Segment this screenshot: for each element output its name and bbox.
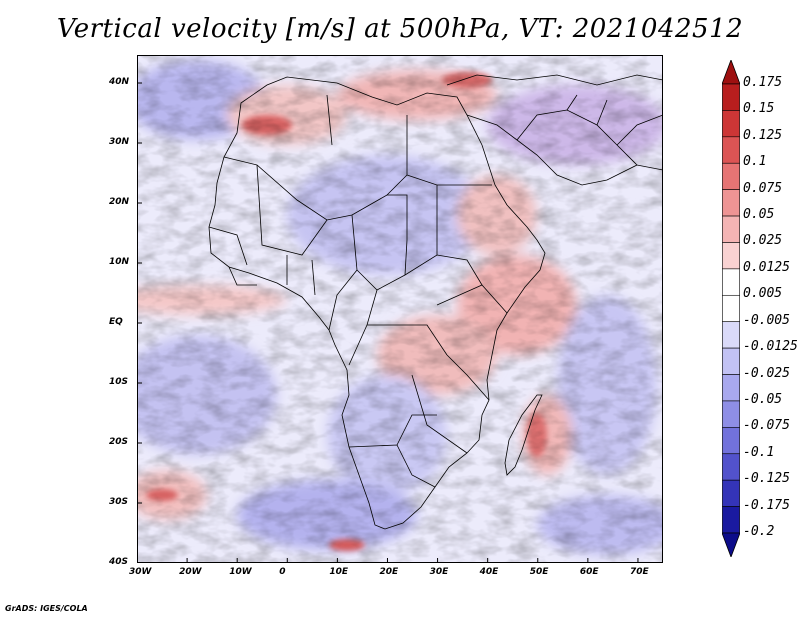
colorbar-segment <box>722 136 740 164</box>
lat-label: 10S <box>109 377 129 387</box>
credit-text: GrADS: IGES/COLA <box>5 604 88 613</box>
lat-label: 20S <box>109 437 129 447</box>
lat-label: 30S <box>109 497 129 507</box>
lon-label: 20W <box>179 567 202 577</box>
colorbar-segment <box>722 427 740 455</box>
lat-label: 30N <box>109 137 130 147</box>
map-ticks <box>137 82 639 563</box>
colorbar-label: 0.005 <box>743 286 783 302</box>
colorbar-label: -0.005 <box>743 312 790 328</box>
colorbar-label: -0.075 <box>743 418 790 434</box>
lon-label: 40E <box>479 567 499 577</box>
noise-texture <box>137 55 663 563</box>
lon-label: 30W <box>129 567 152 577</box>
colorbar-segment <box>722 162 740 190</box>
lon-label: 70E <box>629 567 649 577</box>
map-frame <box>137 55 663 563</box>
colorbar-top-arrow <box>722 60 740 85</box>
colorbar-label: -0.05 <box>743 391 783 407</box>
colorbar-label: 0.125 <box>743 127 783 143</box>
lat-label: 10N <box>109 257 130 267</box>
lon-label: 10W <box>229 567 252 577</box>
colorbar-label: -0.125 <box>743 471 790 487</box>
colorbar-segment <box>722 453 740 481</box>
colorbar <box>722 60 740 557</box>
lon-label: 30E <box>429 567 449 577</box>
colorbar-segment <box>722 83 740 111</box>
colorbar-segment <box>722 400 740 428</box>
lon-label: 0 <box>279 567 286 577</box>
colorbar-label: 0.15 <box>743 101 775 117</box>
lon-label: 50E <box>529 567 549 577</box>
colorbar-bottom-arrow <box>722 532 740 557</box>
lat-label: 40N <box>109 77 130 87</box>
lon-label: 20E <box>379 567 399 577</box>
colorbar-label: 0.075 <box>743 180 783 196</box>
lon-label: 10E <box>329 567 349 577</box>
colorbar-label: -0.1 <box>743 444 775 460</box>
country-borders <box>208 74 663 530</box>
colorbar-segment <box>722 479 740 507</box>
lat-label: 20N <box>109 197 130 207</box>
colorbar-segment <box>722 215 740 243</box>
colorbar-label: -0.175 <box>743 497 790 513</box>
colorbar-segment <box>722 189 740 217</box>
lat-label: 40S <box>109 557 129 567</box>
colorbar-segment <box>722 374 740 402</box>
chart-title: Vertical velocity [m/s] at 500hPa, VT: 2… <box>56 14 744 44</box>
colorbar-segment <box>722 347 740 375</box>
colorbar-segment <box>722 110 740 138</box>
colorbar-label: 0.0125 <box>743 259 790 275</box>
lon-label: 60E <box>579 567 599 577</box>
colorbar-segment <box>722 242 740 270</box>
colorbar-label: 0.05 <box>743 207 775 223</box>
colorbar-segment <box>722 506 740 534</box>
colorbar-segment <box>722 294 740 323</box>
colorbar-segment <box>722 321 740 349</box>
colorbar-label: 0.025 <box>743 233 783 249</box>
colorbar-label: -0.0125 <box>743 339 798 355</box>
colorbar-label: -0.025 <box>743 365 790 381</box>
colorbar-segment <box>722 268 740 296</box>
colorbar-label: 0.1 <box>743 154 767 170</box>
colorbar-label: -0.2 <box>743 524 775 539</box>
colorbar-label: 0.175 <box>743 75 783 90</box>
map-panel <box>137 55 663 563</box>
lat-label: EQ <box>109 317 123 327</box>
vertical-velocity-map <box>137 55 663 563</box>
